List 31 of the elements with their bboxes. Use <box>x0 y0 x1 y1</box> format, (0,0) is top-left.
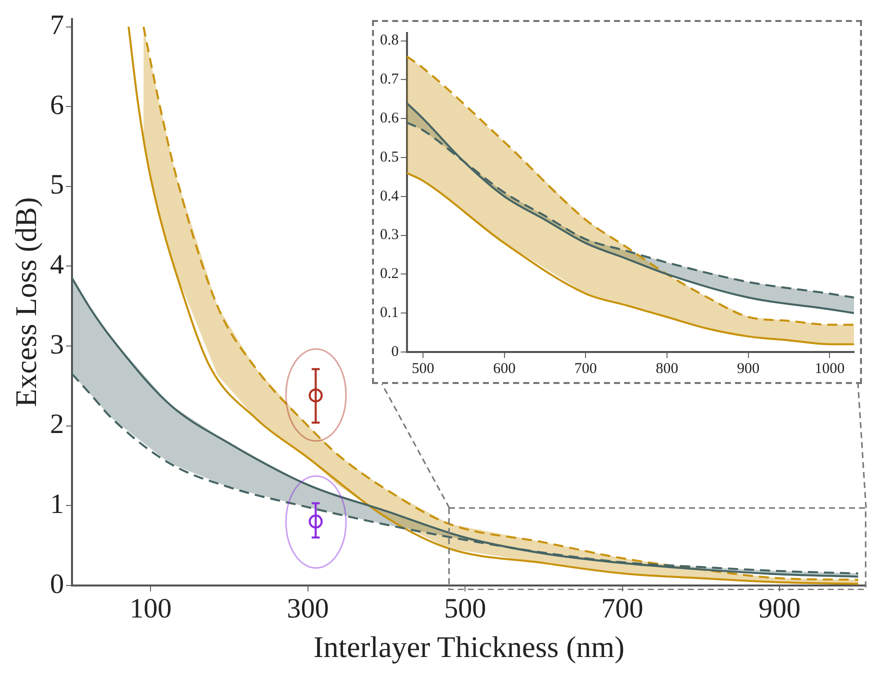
y-tick-label: 0.1 <box>380 305 399 322</box>
x-tick-label: 100 <box>130 594 172 625</box>
y-axis-title: Excess Loss (dB) <box>10 197 43 408</box>
y-tick-label: 7 <box>50 10 64 42</box>
x-tick-label: 900 <box>737 360 760 377</box>
x-tick-label: 900 <box>758 594 801 625</box>
x-tick-label: 600 <box>493 360 516 377</box>
y-tick-label: 0 <box>50 568 64 600</box>
y-tick-label: 0.8 <box>380 32 399 49</box>
y-tick-label: 0.3 <box>380 227 399 244</box>
y-tick-label: 5 <box>50 170 64 201</box>
y-tick-label: 6 <box>50 90 64 121</box>
x-axis-title: Interlayer Thickness (nm) <box>313 630 625 664</box>
y-tick-label: 3 <box>50 329 64 360</box>
y-tick-label: 0.7 <box>380 72 400 88</box>
y-tick-label: 0.5 <box>380 149 399 166</box>
y-tick-label: 2 <box>50 409 64 440</box>
y-tick-label: 4 <box>50 250 64 281</box>
y-tick-label: 1 <box>50 488 64 520</box>
x-tick-label: 500 <box>444 594 486 625</box>
x-tick-label: 1000 <box>814 360 845 377</box>
x-tick-label: 800 <box>656 360 678 377</box>
y-tick-label: 0.6 <box>380 110 400 127</box>
y-tick-label: 0.2 <box>380 266 399 282</box>
x-tick-label: 700 <box>601 594 644 625</box>
y-tick-label: 0.4 <box>380 188 400 204</box>
y-tick-label: 0 <box>391 344 399 360</box>
line-series <box>406 172 854 346</box>
x-tick-label: 700 <box>574 360 597 377</box>
x-tick-label: 500 <box>412 360 434 377</box>
x-tick-label: 300 <box>286 594 329 625</box>
